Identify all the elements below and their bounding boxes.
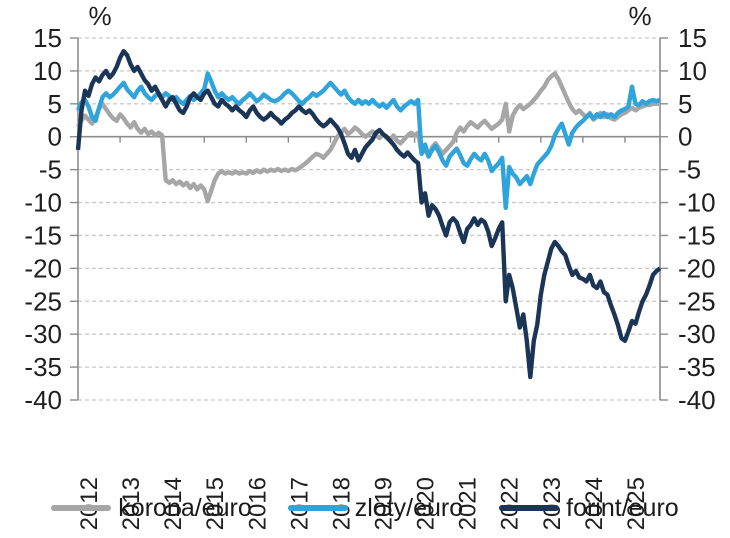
svg-text:0: 0 bbox=[678, 122, 692, 152]
svg-text:2020: 2020 bbox=[413, 477, 440, 530]
svg-text:10: 10 bbox=[678, 56, 707, 86]
svg-text:2024: 2024 bbox=[581, 477, 608, 530]
zloty-line-swatch bbox=[287, 505, 348, 511]
svg-text:2023: 2023 bbox=[539, 477, 566, 530]
svg-text:15: 15 bbox=[33, 23, 62, 53]
data-series-lines bbox=[75, 49, 662, 380]
legend-item-forint: forint/euro bbox=[499, 494, 679, 523]
svg-text:2016: 2016 bbox=[244, 477, 271, 530]
svg-text:5: 5 bbox=[678, 89, 692, 119]
svg-text:2017: 2017 bbox=[286, 477, 313, 530]
svg-text:-35: -35 bbox=[678, 352, 716, 382]
svg-text:-40: -40 bbox=[678, 385, 716, 415]
svg-text:2014: 2014 bbox=[160, 477, 187, 530]
korona-line-swatch bbox=[51, 505, 112, 511]
forint-line-swatch bbox=[499, 505, 560, 511]
svg-text:-40: -40 bbox=[24, 385, 62, 415]
svg-text:2022: 2022 bbox=[497, 477, 524, 530]
left-axis-unit-label: % bbox=[88, 1, 111, 31]
svg-text:-25: -25 bbox=[678, 286, 716, 316]
svg-text:-30: -30 bbox=[678, 319, 716, 349]
svg-text:-5: -5 bbox=[39, 155, 62, 185]
svg-text:2021: 2021 bbox=[455, 477, 482, 530]
svg-text:-35: -35 bbox=[24, 352, 62, 382]
forint-legend-label: forint/euro bbox=[566, 493, 679, 522]
svg-text:0: 0 bbox=[48, 122, 62, 152]
svg-text:2013: 2013 bbox=[118, 477, 145, 530]
svg-text:-15: -15 bbox=[24, 220, 62, 250]
svg-text:15: 15 bbox=[678, 23, 707, 53]
right-axis-unit-label: % bbox=[628, 1, 651, 31]
svg-text:2012: 2012 bbox=[76, 477, 103, 530]
svg-text:-15: -15 bbox=[678, 220, 716, 250]
axes bbox=[70, 37, 668, 401]
svg-text:-25: -25 bbox=[24, 286, 62, 316]
svg-text:-20: -20 bbox=[24, 253, 62, 283]
zloty-legend-label: zloty/euro bbox=[354, 493, 464, 522]
svg-text:10: 10 bbox=[33, 56, 62, 86]
svg-text:-5: -5 bbox=[678, 155, 701, 185]
chart-legend: korona/euro zloty/euro forint/euro bbox=[0, 484, 730, 532]
legend-item-zloty: zloty/euro bbox=[287, 493, 464, 523]
svg-text:2019: 2019 bbox=[371, 477, 398, 530]
legend-item-korona: korona/euro bbox=[51, 493, 252, 523]
gridlines bbox=[77, 37, 661, 401]
svg-text:2025: 2025 bbox=[623, 477, 650, 530]
svg-text:-10: -10 bbox=[24, 188, 62, 218]
svg-text:2018: 2018 bbox=[328, 477, 355, 530]
korona-legend-label: korona/euro bbox=[118, 493, 252, 522]
svg-text:2015: 2015 bbox=[202, 477, 229, 530]
svg-text:-20: -20 bbox=[678, 253, 716, 283]
svg-text:-30: -30 bbox=[24, 319, 62, 349]
svg-text:-10: -10 bbox=[678, 188, 716, 218]
svg-text:5: 5 bbox=[48, 89, 62, 119]
